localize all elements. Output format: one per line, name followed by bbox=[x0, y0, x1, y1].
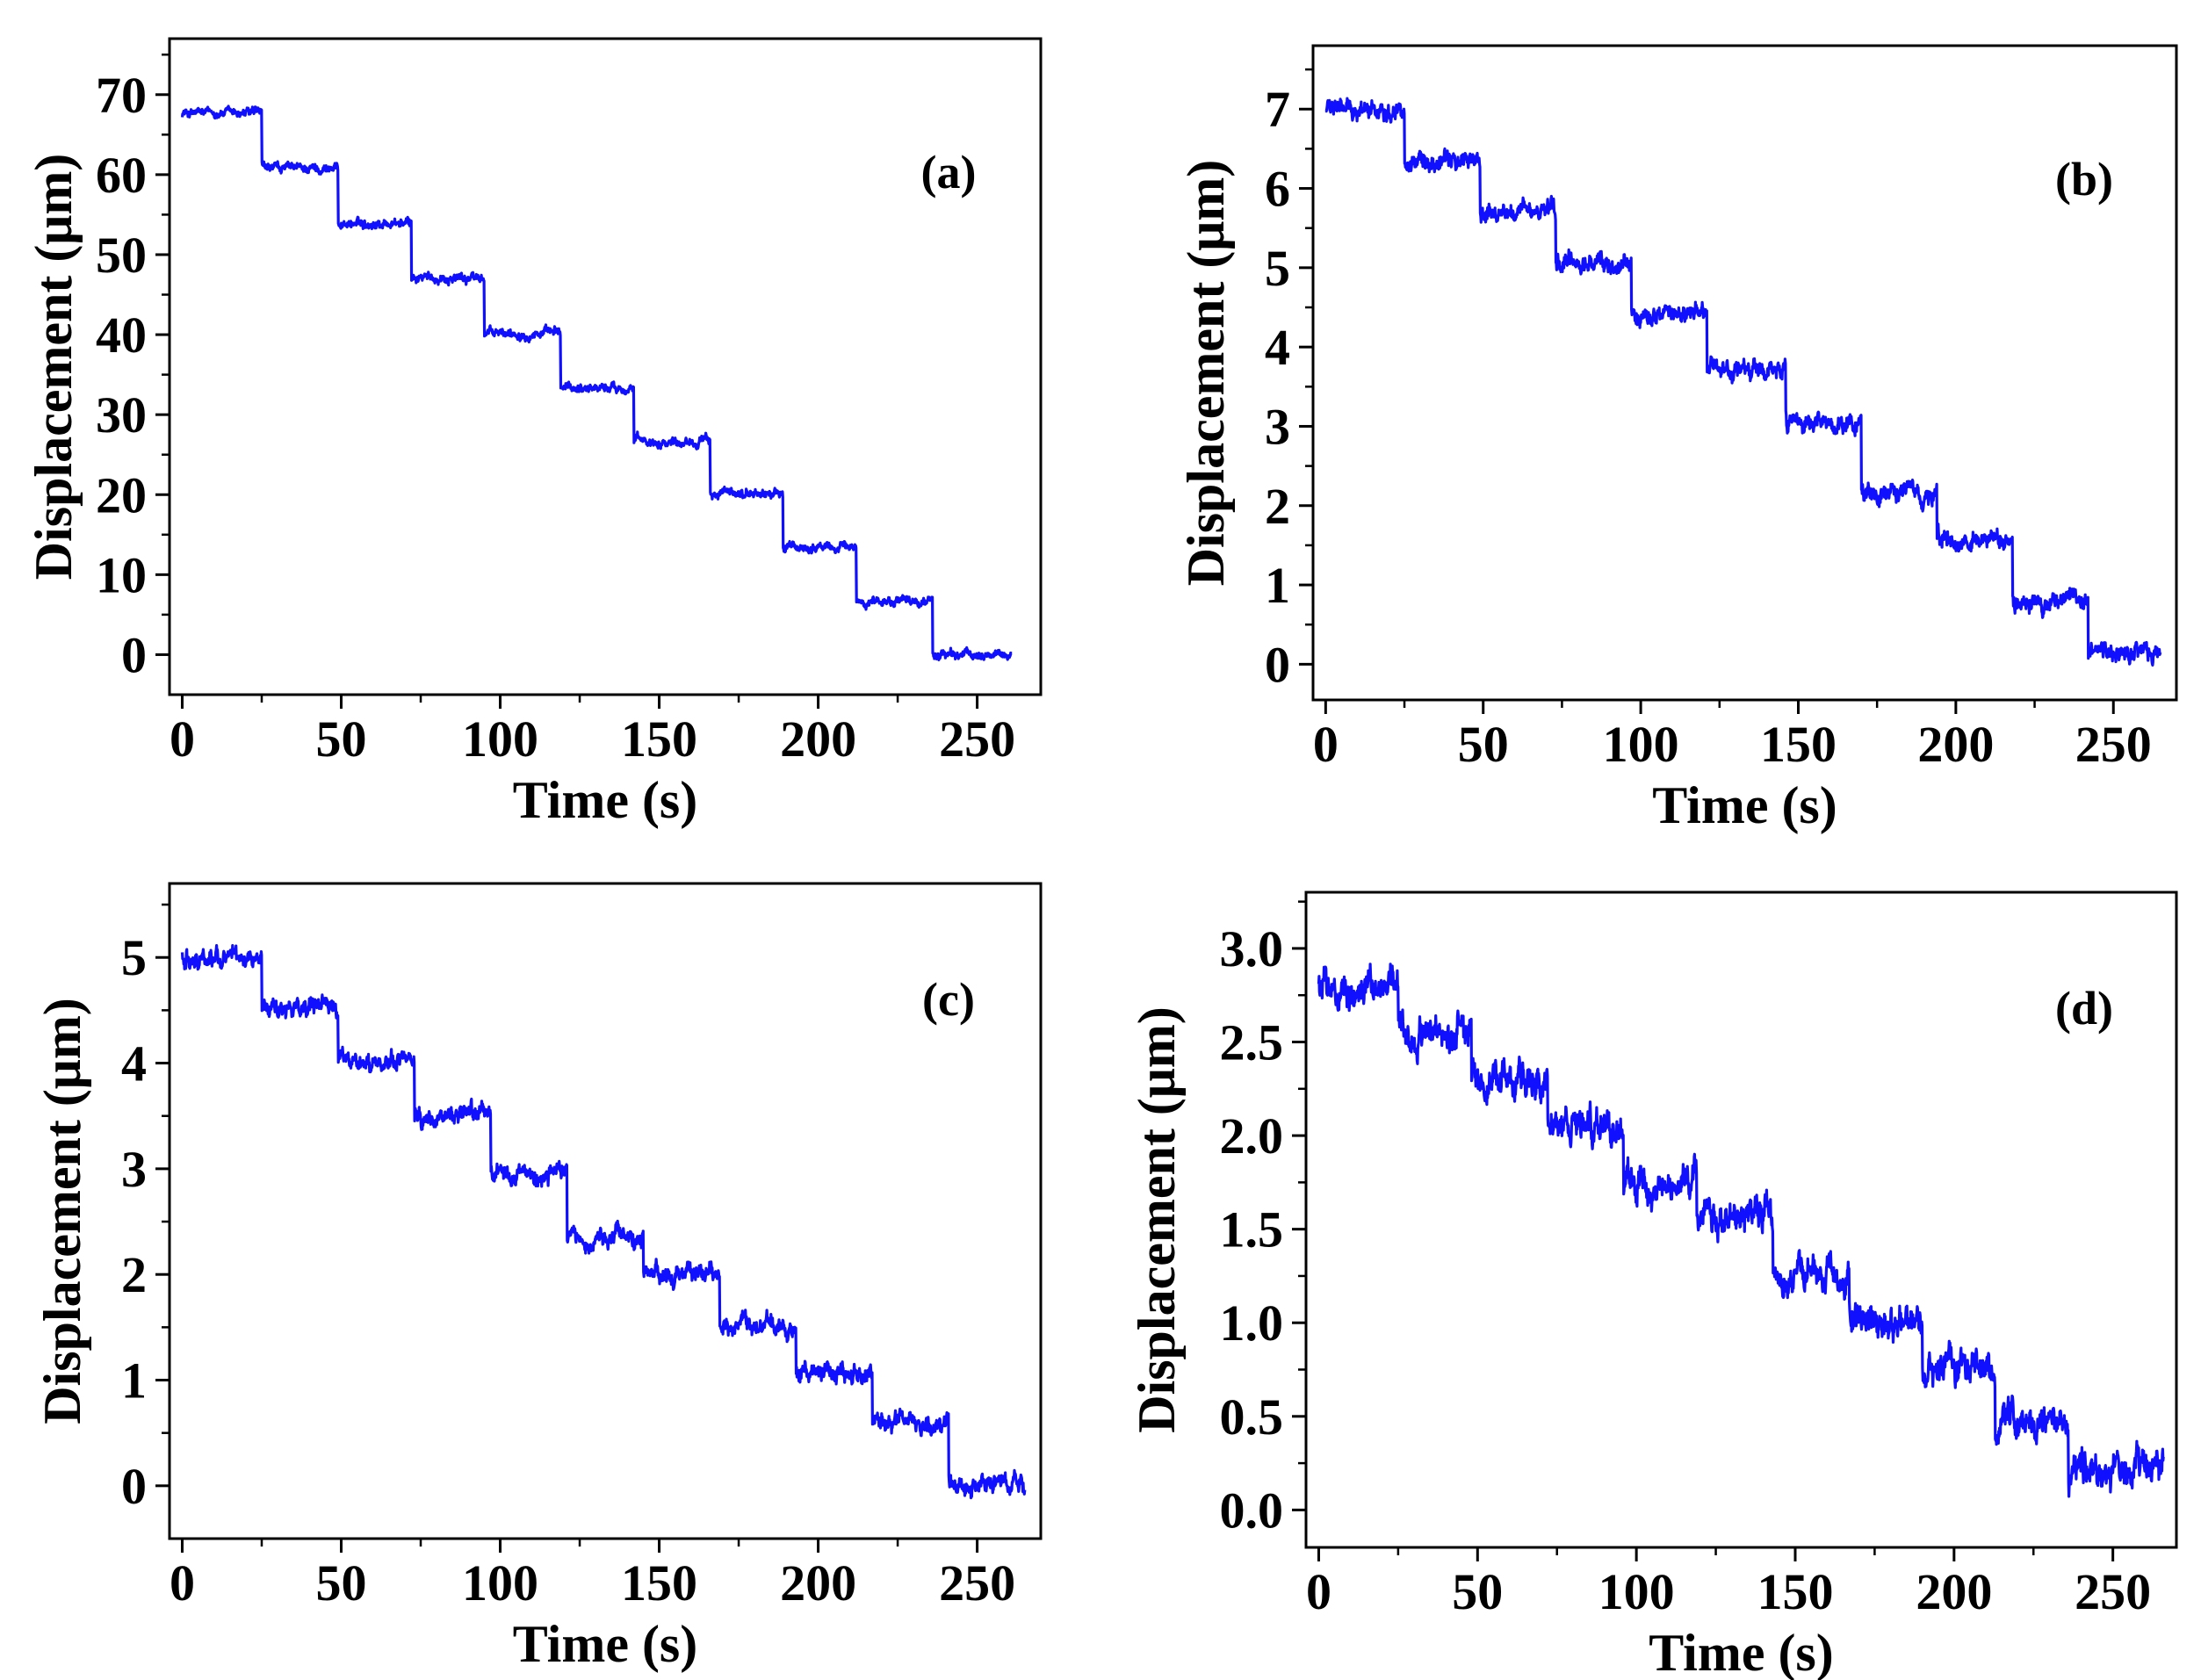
chart-c-ytick-label: 1 bbox=[121, 1352, 147, 1410]
chart-b-ytick-label: 1 bbox=[1265, 557, 1290, 614]
chart-b-ytick-label: 7 bbox=[1265, 81, 1290, 138]
chart-c-xlabel: Time (s) bbox=[513, 1615, 698, 1673]
chart-a-xtick-label: 0 bbox=[170, 710, 195, 768]
chart-d-xtick-label: 200 bbox=[1916, 1563, 1992, 1620]
chart-d-xtick-label: 250 bbox=[2075, 1563, 2151, 1620]
chart-a-xtick-label: 150 bbox=[621, 710, 697, 768]
chart-a-xtick-label: 100 bbox=[462, 710, 538, 768]
chart-b-xtick-label: 50 bbox=[1458, 716, 1509, 773]
chart-d-xtick-label: 50 bbox=[1452, 1563, 1503, 1620]
chart-b-ytick-label: 4 bbox=[1265, 319, 1290, 376]
chart-c-ytick-label: 5 bbox=[121, 929, 147, 986]
chart-a-xlabel: Time (s) bbox=[513, 771, 698, 829]
panel-b: 0 50 100 150 200 250 0 1 2 3 4 5 6 7 Time (s) Displacem… bbox=[1177, 44, 2178, 834]
chart-b-ytick-label: 3 bbox=[1265, 398, 1290, 455]
chart-d-xtick-label: 150 bbox=[1757, 1563, 1833, 1620]
chart-c-ytick-label: 0 bbox=[121, 1458, 147, 1515]
chart-a-xtick-label: 50 bbox=[316, 710, 367, 768]
chart-c-ytick-label: 4 bbox=[121, 1035, 147, 1092]
panel-d: 0 50 100 150 200 250 0.0 0.5 1.0 1.5 2.0 2.5 3.0 Time… bbox=[1128, 890, 2178, 1680]
chart-d-ytick-label: 2.0 bbox=[1220, 1107, 1284, 1164]
chart-a-ytick-label: 40 bbox=[96, 306, 147, 364]
chart-d-series-line bbox=[1317, 963, 2165, 1498]
chart-a-xtick-label: 200 bbox=[780, 710, 856, 768]
chart-a-ytick-label: 0 bbox=[121, 626, 147, 683]
chart-b-series-line bbox=[1324, 97, 2162, 667]
chart-c-xtick-label: 200 bbox=[780, 1554, 856, 1612]
panel-a: 0 50 100 150 200 250 0 10 20 30 40 50 60 70 Time (s) Di… bbox=[25, 37, 1043, 829]
chart-b-ytick-label: 0 bbox=[1265, 636, 1290, 693]
chart-a-ytick-label: 50 bbox=[96, 227, 147, 284]
chart-b-xtick-label: 200 bbox=[1917, 716, 1994, 773]
chart-d-ytick-label: 1.0 bbox=[1220, 1294, 1284, 1352]
chart-a-series-line bbox=[180, 105, 1014, 662]
chart-d-xtick-label: 100 bbox=[1598, 1563, 1675, 1620]
chart-d-ytick-label: 2.5 bbox=[1220, 1014, 1284, 1071]
chart-a-ytick-label: 60 bbox=[96, 147, 147, 204]
chart-d-ytick-label: 0.5 bbox=[1220, 1388, 1284, 1446]
chart-b-xtick-label: 100 bbox=[1603, 716, 1679, 773]
chart-b-xtick-label: 250 bbox=[2075, 716, 2152, 773]
chart-d-panel-label: (d) bbox=[2055, 982, 2113, 1035]
chart-b-ytick-label: 2 bbox=[1265, 478, 1290, 535]
chart-a-plot-frame bbox=[168, 37, 1043, 696]
panel-c: 0 50 100 150 200 250 0 1 2 3 4 5 Time (s) Displacemen… bbox=[33, 882, 1043, 1673]
chart-a-ytick-label: 70 bbox=[96, 67, 147, 124]
chart-c-plot-frame bbox=[168, 882, 1043, 1540]
chart-a-ylabel: Displacement (μm) bbox=[25, 154, 83, 580]
chart-b-ytick-label: 6 bbox=[1265, 161, 1290, 218]
chart-b-plot-frame bbox=[1311, 44, 2178, 702]
chart-c-ytick-label: 3 bbox=[121, 1141, 147, 1198]
chart-c-xtick-label: 0 bbox=[170, 1554, 195, 1612]
chart-b-xtick-label: 0 bbox=[1313, 716, 1339, 773]
chart-c-ylabel: Displacement (μm) bbox=[33, 998, 91, 1424]
chart-d-ytick-label: 1.5 bbox=[1220, 1201, 1284, 1258]
chart-d-ytick-label: 0.0 bbox=[1220, 1482, 1284, 1539]
chart-a-xtick-label: 250 bbox=[939, 710, 1015, 768]
chart-a-ytick-label: 30 bbox=[96, 386, 147, 443]
chart-b-panel-label: (b) bbox=[2055, 153, 2113, 205]
chart-c-panel-label: (c) bbox=[922, 973, 975, 1026]
chart-b-ylabel: Displacement (μm) bbox=[1177, 160, 1235, 587]
chart-b-xlabel: Time (s) bbox=[1652, 776, 1837, 834]
chart-b-ytick-label: 5 bbox=[1265, 240, 1290, 297]
chart-c-xtick-label: 50 bbox=[316, 1554, 367, 1612]
chart-a-panel-label: (a) bbox=[921, 146, 977, 198]
chart-c-xtick-label: 250 bbox=[939, 1554, 1015, 1612]
chart-a-ytick-label: 10 bbox=[96, 546, 147, 603]
chart-d-xtick-label: 0 bbox=[1306, 1563, 1331, 1620]
chart-d-ylabel: Displacement (μm) bbox=[1128, 1006, 1186, 1433]
chart-d-xlabel: Time (s) bbox=[1649, 1624, 1834, 1680]
chart-d-ytick-label: 3.0 bbox=[1220, 920, 1284, 977]
chart-c-xtick-label: 150 bbox=[621, 1554, 697, 1612]
chart-c-xtick-label: 100 bbox=[462, 1554, 538, 1612]
chart-c-series-line bbox=[180, 943, 1027, 1500]
chart-d-plot-frame bbox=[1304, 890, 2178, 1549]
chart-b-xtick-label: 150 bbox=[1760, 716, 1837, 773]
chart-c-ytick-label: 2 bbox=[121, 1246, 147, 1303]
chart-a-ytick-label: 20 bbox=[96, 466, 147, 523]
